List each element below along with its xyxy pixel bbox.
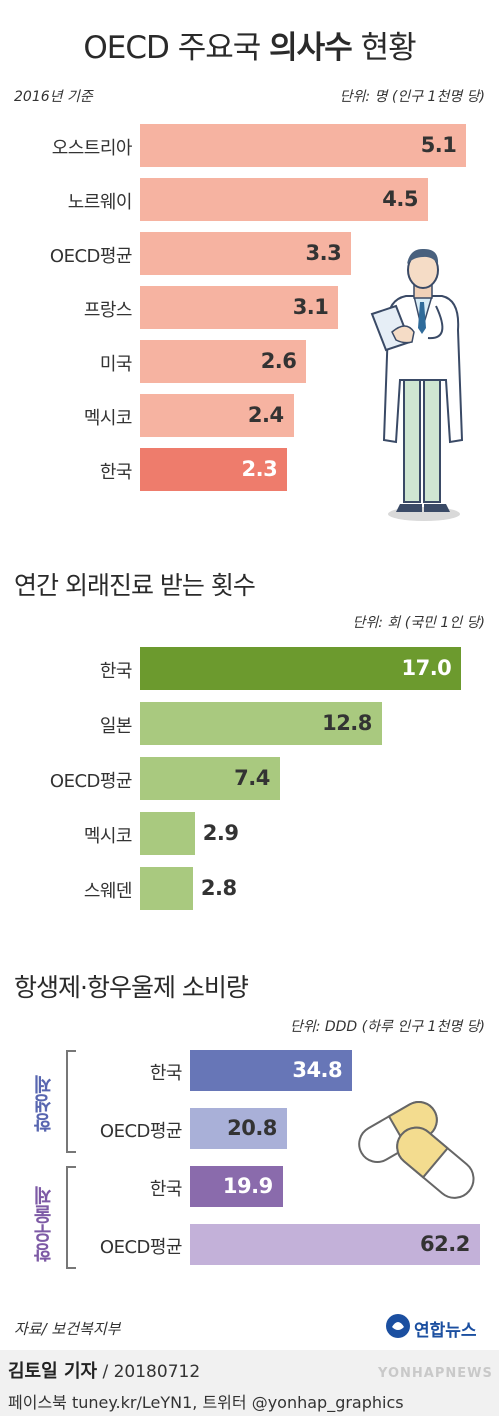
chart3-value-label: 20.8: [227, 1116, 277, 1140]
chart3-category-label: 한국: [149, 1179, 183, 1200]
chart1-value-label: 2.3: [241, 457, 278, 481]
source-note: 자료/ 보건복지부: [14, 1320, 121, 1338]
antibiotic-bracket: [66, 1050, 76, 1153]
chart1-bar: [140, 340, 307, 383]
chart3-category-label: OECD평균: [99, 1237, 183, 1258]
chart1-category-label: 프랑스: [83, 300, 133, 321]
doctor-illustration: [370, 248, 464, 521]
reporter-line: 김토일 기자 / 20180712: [8, 1357, 200, 1383]
chart1-basis: 2016년 기준: [14, 89, 93, 105]
chart2-category-label: 스웨덴: [83, 881, 133, 902]
chart1-bar: [140, 286, 339, 329]
chart3-unit: 단위: DDD (하루 인구 1천명 당): [289, 1019, 485, 1035]
chart2-bar: [140, 867, 193, 910]
title-suffix: 현황: [351, 30, 417, 66]
chart2-value-label: 17.0: [401, 656, 452, 680]
chart3-bar: [190, 1224, 480, 1265]
antidepressant-bracket: [66, 1166, 76, 1269]
reporter-name: 김토일 기자: [8, 1361, 98, 1382]
chart1-category-label: 오스트리아: [51, 138, 133, 159]
chart1-value-label: 3.1: [292, 295, 329, 319]
chart2-value-label: 12.8: [322, 711, 372, 735]
chart1-value-label: 5.1: [420, 133, 457, 157]
chart3-value-label: 19.9: [222, 1174, 273, 1198]
chart1-bar: [140, 178, 428, 221]
pills-illustration: [358, 1101, 475, 1199]
chart1-category-label: 한국: [99, 462, 133, 483]
chart1-value-label: 3.3: [305, 241, 342, 265]
chart2-bar: [140, 702, 382, 745]
yonhap-logo-icon: [386, 1314, 410, 1338]
chart3-category-label: OECD평균: [99, 1121, 183, 1142]
chart1-bar: [140, 124, 467, 167]
watermark: YONHAPNEWS: [378, 1366, 493, 1381]
page-title: OECD 주요국 의사수 현황: [0, 22, 499, 67]
chart1-category-label: OECD평균: [49, 246, 133, 267]
publish-date: / 20180712: [97, 1362, 201, 1382]
chart3-bar: [190, 1108, 287, 1149]
antidepressant-group-label: 항우울제: [33, 1186, 55, 1262]
chart2-category-label: 일본: [99, 716, 133, 737]
yonhap-logo-text: 연합뉴스: [414, 1321, 477, 1341]
chart2-bar: [140, 647, 462, 690]
chart2-value-label: 7.4: [234, 766, 270, 790]
chart1-bar: [140, 448, 288, 491]
chart1-value-label: 2.4: [247, 403, 284, 427]
chart1-value-label: 4.5: [382, 187, 418, 211]
chart3-bar: [190, 1050, 353, 1091]
chart2-category-label: OECD평균: [49, 771, 133, 792]
chart1-category-label: 멕시코: [83, 408, 133, 429]
title-prefix: OECD 주요국: [83, 30, 270, 66]
social-links: 페이스북 tuney.kr/LeYN1, 트위터 @yonhap_graphic…: [8, 1393, 404, 1412]
chart2-category-label: 멕시코: [83, 826, 133, 847]
footer: [0, 1350, 499, 1416]
chart3-bar: [190, 1166, 283, 1207]
chart1-category-label: 미국: [99, 354, 133, 375]
chart2-bar: [140, 757, 280, 800]
chart1-bar: [140, 232, 352, 275]
chart2-unit: 단위: 회 (국민 1인 당): [352, 615, 485, 631]
chart1-category-label: 노르웨이: [67, 192, 133, 213]
chart2-title: 연간 외래진료 받는 횟수: [14, 571, 256, 600]
chart1-bar: [140, 394, 294, 437]
chart3-value-label: 34.8: [292, 1058, 343, 1082]
chart2-bar: [140, 812, 195, 855]
chart3-category-label: 한국: [149, 1063, 183, 1084]
antibiotic-group-label: 항생제: [33, 1075, 55, 1132]
chart1-unit: 단위: 명 (인구 1천명 당): [339, 89, 485, 105]
title-highlight: 의사수: [269, 30, 353, 66]
chart2-value-label: 2.8: [200, 876, 237, 900]
chart2-value-label: 2.9: [202, 821, 239, 845]
chart3-title: 항생제·항우울제 소비량: [14, 973, 249, 1002]
chart3-value-label: 62.2: [420, 1232, 470, 1256]
chart1-value-label: 2.6: [260, 349, 297, 373]
chart2-category-label: 한국: [99, 661, 133, 682]
